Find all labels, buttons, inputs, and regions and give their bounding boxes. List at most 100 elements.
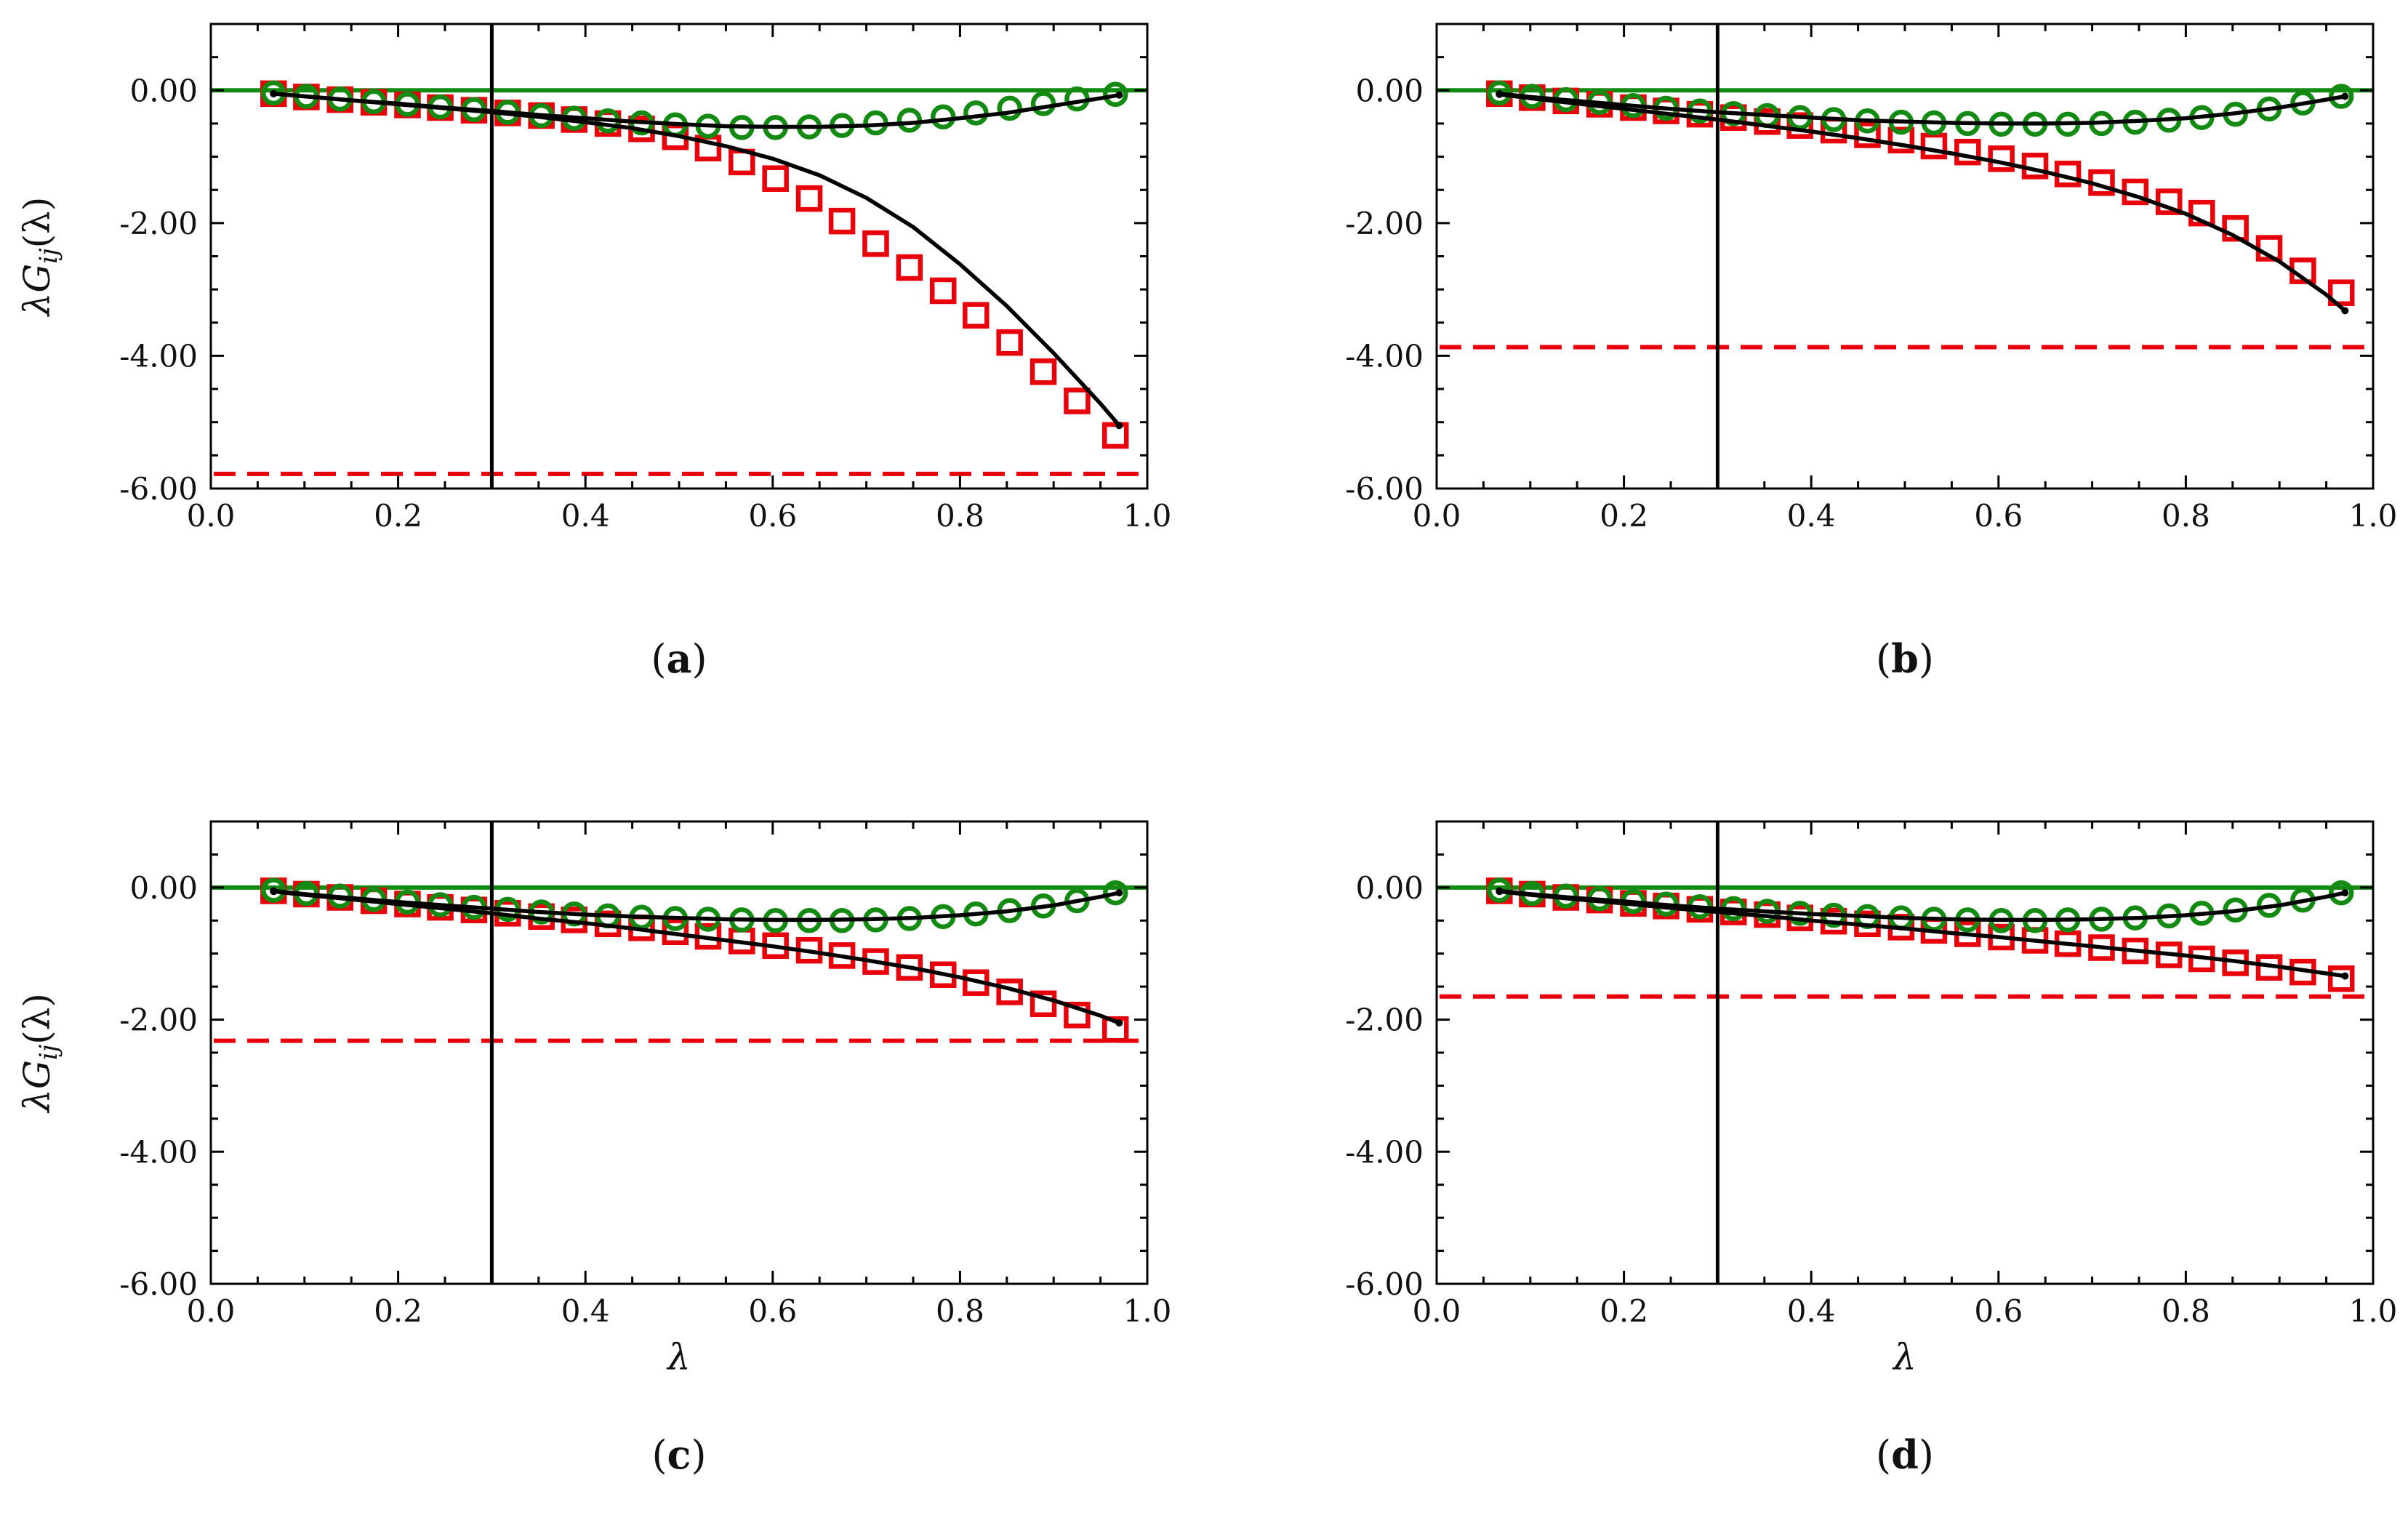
chart-d-fit-circles: [1499, 888, 2345, 923]
chart-d-y-tick-label: 0.00: [1355, 870, 1424, 906]
chart-b-fit-circles: [1499, 92, 2345, 126]
chart-b-square-point: [2327, 279, 2355, 306]
chart-a-x-tick-label: 0.8: [936, 498, 984, 534]
chart-a-square-point: [929, 277, 957, 305]
chart-d-circle-point: [2328, 880, 2354, 906]
chart-b-panel-label-close: ): [1919, 636, 1934, 682]
chart-c-y-axis-title: λGij(λ): [16, 993, 63, 1114]
chart-d-y-tick-label: -6.00: [1345, 1266, 1424, 1302]
chart-c-y-axis-title-main: λG: [16, 1060, 58, 1114]
chart-d-x-tick-label: 1.0: [2349, 1293, 2398, 1329]
chart-c-panel-label: (c): [651, 1431, 706, 1478]
chart-c-y-tick-label: -2.00: [119, 1002, 198, 1038]
chart-c-panel-label-open: (: [651, 1432, 667, 1478]
chart-a-circle-point: [930, 104, 956, 130]
chart-c-circle-point: [1102, 880, 1128, 906]
chart-a-series-squares: [260, 80, 1129, 449]
chart-b-fit-circles-end-dot: [2341, 92, 2349, 100]
chart-a-plot-area: [211, 24, 1147, 489]
chart-d-y-tick-label: -4.00: [1345, 1134, 1424, 1170]
chart-b-plot-area: [1437, 24, 2373, 489]
chart-a-y-axis-title: λGij(λ): [16, 197, 63, 318]
chart-b-x-tick-label: 1.0: [2349, 498, 2398, 534]
chart-c-y-tick-label: 0.00: [129, 870, 198, 906]
chart-b-square-point: [1988, 145, 2015, 172]
chart-d-x-tick-label: 0.0: [1413, 1293, 1461, 1329]
chart-b-panel: 0.0 0.2 0.4 0.6 0.8 1.0 0.00 -2.00 -4.00 -6.00 (b): [1345, 23, 2398, 682]
chart-b-square-point: [2021, 153, 2049, 180]
chart-b-x-tick-label: 0.2: [1600, 498, 1648, 534]
chart-d-series-squares: [1486, 877, 2355, 992]
chart-a-circle-point: [896, 108, 923, 133]
chart-b-panel-label-letter: b: [1891, 635, 1919, 682]
chart-d-fit-squares: [1499, 889, 2345, 978]
chart-a-y-tick-label: -6.00: [119, 471, 198, 507]
chart-d-x-tick-label: 0.8: [2162, 1293, 2210, 1329]
chart-a-x-tick-label: 1.0: [1123, 498, 1172, 534]
chart-c-x-tick-label: 0.4: [561, 1293, 610, 1329]
chart-c-x-tick-label: 1.0: [1123, 1293, 1172, 1329]
chart-c-fit-circles-end-dot: [1115, 889, 1123, 897]
chart-c-panel-label-letter: c: [667, 1431, 691, 1478]
chart-a-y-tick-label: -2.00: [119, 206, 198, 241]
chart-a-fit-circles-end-dot: [1115, 91, 1123, 99]
chart-c-x-axis-title: λ: [666, 1336, 691, 1378]
chart-b-y-tick-label: -6.00: [1345, 471, 1424, 507]
chart-b-panel-label-open: (: [1876, 636, 1891, 682]
chart-d-x-tick-label: 0.4: [1787, 1293, 1836, 1329]
chart-d-fit-circles-end-dot: [2341, 889, 2349, 897]
chart-a-circle-point: [1102, 81, 1128, 108]
chart-a-square-point: [828, 207, 856, 235]
chart-a-square-point: [762, 165, 789, 192]
chart-b-square-point: [1954, 138, 1981, 166]
chart-d-panel-label-open: (: [1876, 1432, 1891, 1478]
chart-c-panel-label-close: ): [691, 1432, 706, 1478]
chart-b-square-point: [1920, 132, 1948, 160]
chart-c-x-tick-label: 0.2: [374, 1293, 422, 1329]
chart-a-square-point: [1064, 387, 1091, 414]
chart-d-panel-label-close: ): [1919, 1432, 1934, 1478]
chart-c-y-axis-title-arg: (λ): [16, 993, 58, 1045]
chart-c-fit-circles: [273, 888, 1120, 923]
chart-a-y-axis-title-arg: (λ): [16, 197, 58, 249]
chart-a-square-point: [1101, 422, 1129, 449]
chart-c-plot-area: [211, 821, 1147, 1284]
chart-d-y-tick-label: -2.00: [1345, 1002, 1424, 1038]
chart-a-x-tick-label: 0.4: [561, 498, 610, 534]
chart-a-y-axis-title-sub: ij: [34, 248, 63, 264]
chart-c-y-tick-label: -4.00: [119, 1134, 198, 1170]
chart-a-circle-point: [997, 95, 1022, 121]
chart-a-y-tick-label: 0.00: [129, 73, 198, 108]
chart-a-square-point: [963, 302, 990, 329]
chart-a-square-point: [862, 230, 889, 257]
chart-d-panel-label-letter: d: [1891, 1431, 1919, 1478]
chart-a-x-tick-label: 0.2: [374, 498, 422, 534]
chart-c-fit-squares: [273, 889, 1120, 1025]
chart-b-y-tick-label: -4.00: [1345, 338, 1424, 374]
chart-b-square-point: [1786, 112, 1813, 139]
chart-c-x-tick-label: 0.6: [748, 1293, 797, 1329]
chart-d-x-tick-label: 0.6: [1974, 1293, 2023, 1329]
chart-a-panel-label: (a): [651, 635, 707, 682]
chart-a-x-tick-label: 0.6: [748, 498, 797, 534]
chart-a-panel-label-letter: a: [667, 635, 692, 682]
chart-c-y-tick-label: -6.00: [119, 1266, 198, 1302]
chart-c-y-axis-title-sub: ij: [34, 1044, 63, 1060]
chart-a-fit-circles-start-dot: [270, 89, 278, 97]
chart-a-square-point: [896, 254, 923, 281]
chart-b-square-point: [2222, 214, 2249, 242]
chart-a-circle-point: [1030, 91, 1056, 116]
chart-c-fit-squares-end-dot: [1115, 1019, 1123, 1027]
chart-a-circle-point: [963, 100, 989, 126]
chart-a-panel-label-close: ): [692, 636, 707, 682]
chart-d-x-axis-title: λ: [1892, 1336, 1917, 1378]
chart-a-square-point: [795, 185, 823, 212]
chart-a-square-point: [996, 329, 1023, 356]
chart-b-square-point: [2188, 199, 2215, 227]
chart-c-x-tick-label: 0.8: [936, 1293, 984, 1329]
chart-c-panel: 0.0 0.2 0.4 0.6 0.8 1.0 0.00 -2.00 -4.00 -6.00 λGi…: [16, 820, 1172, 1478]
chart-d-panel-label: (d): [1876, 1431, 1934, 1478]
chart-d-square-point: [2327, 965, 2355, 992]
chart-a-fit-squares-end-dot: [1115, 422, 1123, 430]
